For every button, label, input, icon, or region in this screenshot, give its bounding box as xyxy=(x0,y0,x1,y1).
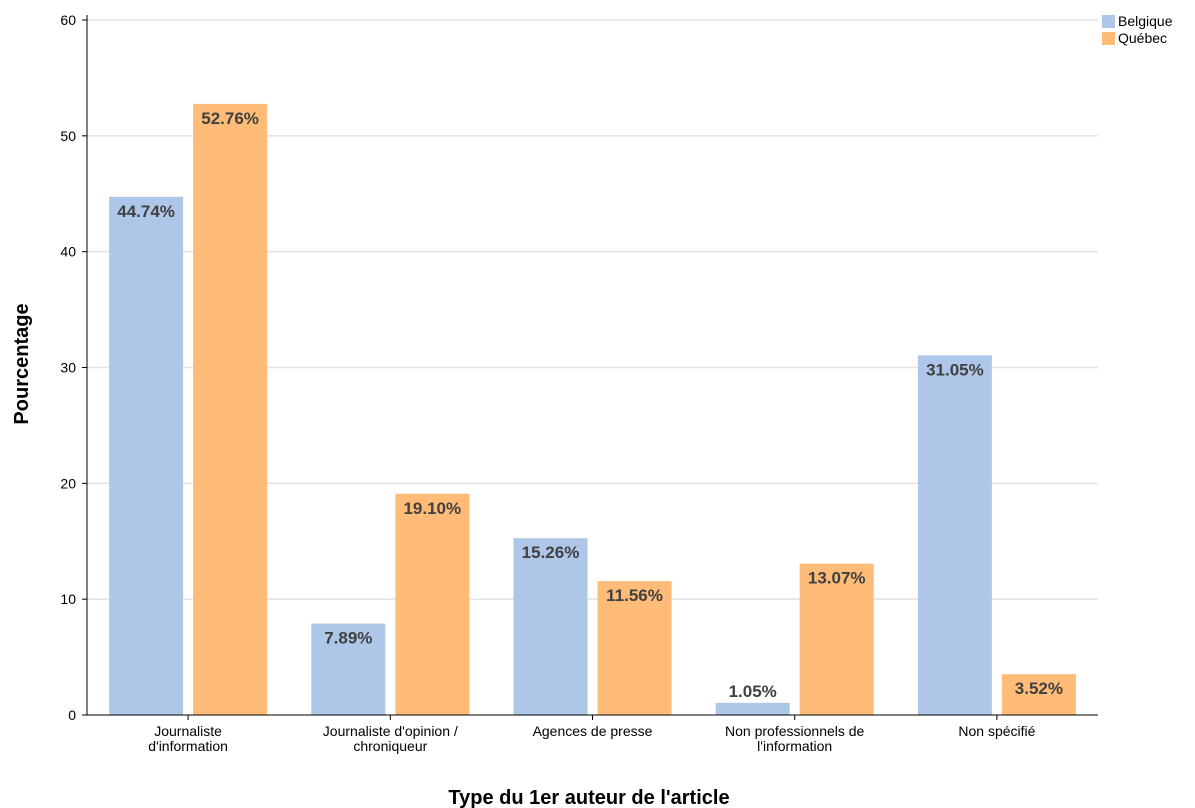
legend-swatch xyxy=(1102,32,1115,45)
bar-value-label: 44.74% xyxy=(117,202,175,221)
x-tick-label: d'information xyxy=(148,738,228,754)
bar-value-label: 11.56% xyxy=(606,586,663,605)
bar-value-label: 31.05% xyxy=(926,360,984,379)
y-tick-label: 50 xyxy=(60,128,76,144)
bar-belgique xyxy=(513,538,588,715)
x-tick-label: Agences de presse xyxy=(533,723,653,739)
bar-belgique xyxy=(109,196,184,716)
bars xyxy=(109,103,1076,716)
x-tick-label: l'information xyxy=(757,738,832,754)
legend-swatch xyxy=(1102,15,1115,28)
bar-value-label: 52.76% xyxy=(201,109,259,128)
x-tick-label: chroniqueur xyxy=(353,738,427,754)
x-tick-label: Journaliste d'opinion / xyxy=(323,723,458,739)
x-tick-label: Non professionnels de xyxy=(725,723,865,739)
bar-value-label: 7.89% xyxy=(324,629,372,648)
legend-label: Belgique xyxy=(1118,13,1173,29)
bar-qubec xyxy=(597,581,672,715)
bar-value-label: 3.52% xyxy=(1015,679,1063,698)
y-tick-label: 30 xyxy=(60,360,76,376)
data-labels: 44.74% 52.76% 7.89% 19.10% 15.26% 11.56% 1.05%… xyxy=(117,109,1063,701)
y-tick-label: 10 xyxy=(60,591,76,607)
bar-qubec xyxy=(1001,674,1076,715)
bar-value-label: 13.07% xyxy=(808,569,866,588)
y-tick-label: 40 xyxy=(60,244,76,260)
bar-qubec xyxy=(395,493,470,715)
y-tick-label: 0 xyxy=(68,707,76,723)
legend-label: Québec xyxy=(1118,30,1167,46)
x-tick-label: Journaliste xyxy=(154,723,222,739)
bar-qubec xyxy=(193,103,268,715)
y-axis-title: Pourcentage xyxy=(11,303,33,424)
y-tick-label: 20 xyxy=(60,475,76,491)
bar-value-label: 1.05% xyxy=(729,682,777,701)
y-tick-label: 60 xyxy=(60,12,76,28)
x-tick-label: Non spécifié xyxy=(958,723,1035,739)
bar-qubec xyxy=(799,563,874,715)
bar-belgique xyxy=(311,623,386,715)
bar-belgique xyxy=(715,702,790,715)
bar-value-label: 19.10% xyxy=(403,499,461,518)
bar-value-label: 15.26% xyxy=(522,543,580,562)
x-axis-title: Type du 1er auteur de l'article xyxy=(448,787,729,808)
bar-belgique xyxy=(917,355,992,715)
